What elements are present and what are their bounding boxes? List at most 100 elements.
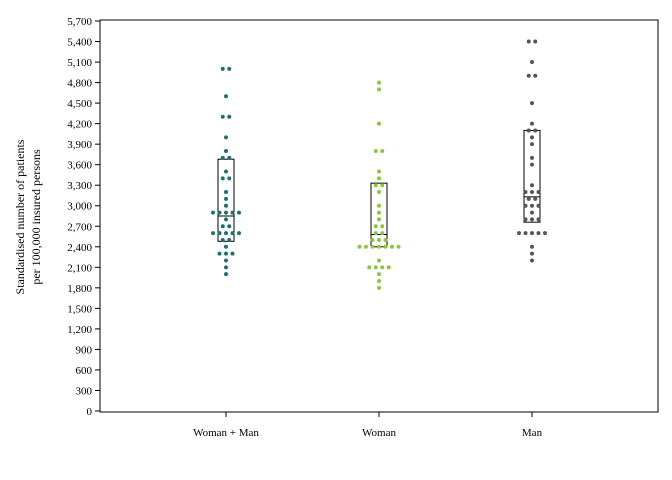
data-point <box>224 94 228 99</box>
data-point <box>530 244 534 249</box>
data-point <box>380 231 385 236</box>
data-point <box>217 231 222 236</box>
data-point <box>383 237 388 242</box>
x-category-label: Woman <box>362 427 396 439</box>
data-point <box>227 66 232 71</box>
iqr-box <box>523 129 541 223</box>
data-point <box>530 155 534 160</box>
data-point <box>224 135 228 140</box>
y-tick-label: 3,000 <box>67 201 92 213</box>
y-tick-label: 1,500 <box>67 303 92 315</box>
data-point <box>237 231 241 236</box>
y-tick-label: 5,100 <box>67 57 92 69</box>
data-point <box>377 87 381 92</box>
data-point <box>530 183 534 188</box>
data-point <box>523 231 528 236</box>
y-axis-title-line-2: per 100,000 insured persons <box>29 149 43 285</box>
y-tick-label: 600 <box>76 365 93 377</box>
y-axis-title-line-1: Standardised number of patients <box>13 139 27 294</box>
x-axis: Woman + Man Woman Man <box>193 412 543 439</box>
data-point <box>227 155 232 160</box>
data-point <box>530 142 534 147</box>
y-tick-label: 4,500 <box>67 98 92 110</box>
data-point <box>224 244 228 249</box>
data-point <box>377 217 381 222</box>
data-point <box>377 121 381 126</box>
data-point <box>224 272 228 277</box>
data-point <box>370 237 375 242</box>
data-point <box>377 203 381 208</box>
y-axis: 0 300 600 900 1,200 1,500 1,800 2,100 2,400 2,700… <box>67 16 100 418</box>
data-point <box>377 244 381 249</box>
data-point <box>364 244 368 249</box>
data-point <box>530 101 534 106</box>
data-point <box>220 224 225 229</box>
y-tick-label: 3,900 <box>67 139 92 151</box>
data-point <box>224 210 228 215</box>
x-category-label: Woman + Man <box>193 427 259 439</box>
data-point <box>217 251 222 256</box>
iqr-box <box>217 158 235 242</box>
data-point <box>220 176 225 181</box>
data-point <box>536 231 541 236</box>
data-point <box>526 73 531 78</box>
y-tick-label: 2,100 <box>67 262 92 274</box>
data-point <box>211 210 215 215</box>
data-point <box>533 73 538 78</box>
data-point <box>533 128 538 133</box>
x-category-label: Man <box>522 427 543 439</box>
data-point <box>224 190 228 195</box>
data-point <box>530 162 534 167</box>
data-point <box>377 176 381 181</box>
y-tick-label: 3,300 <box>67 180 92 192</box>
y-tick-label: 2,700 <box>67 221 92 233</box>
data-point <box>377 190 381 195</box>
data-point <box>377 272 381 277</box>
data-point <box>377 80 381 85</box>
data-point <box>390 244 394 249</box>
data-point <box>383 244 388 249</box>
data-point <box>224 217 228 222</box>
data-point <box>377 169 381 174</box>
data-point <box>530 231 534 236</box>
y-tick-label: 4,200 <box>67 119 92 131</box>
data-point <box>530 121 534 126</box>
data-point <box>377 279 381 283</box>
data-point <box>224 251 228 256</box>
data-point <box>220 114 225 119</box>
data-point <box>224 265 228 270</box>
data-point <box>224 231 228 236</box>
data-point <box>530 258 534 263</box>
data-point <box>523 190 528 195</box>
data-point <box>533 196 538 201</box>
data-point <box>396 244 401 249</box>
data-point <box>517 231 521 236</box>
data-point <box>224 258 228 263</box>
plot-frame <box>99 19 659 413</box>
data-point <box>530 60 534 65</box>
data-point <box>211 231 215 236</box>
data-point <box>543 231 547 236</box>
data-point <box>227 176 232 181</box>
data-point <box>530 190 534 195</box>
data-point <box>227 237 232 242</box>
data-point <box>220 155 225 160</box>
data-point <box>530 135 534 140</box>
data-point <box>530 217 534 222</box>
data-point <box>373 224 378 229</box>
data-point <box>377 258 381 263</box>
data-point <box>357 244 362 249</box>
data-point <box>377 237 381 242</box>
data-point <box>380 265 385 270</box>
data-point <box>224 149 228 153</box>
data-point <box>380 149 385 153</box>
y-tick-label: 1,800 <box>67 283 92 295</box>
data-point <box>217 210 222 215</box>
data-point <box>377 285 381 290</box>
y-tick-label: 2,400 <box>67 242 92 254</box>
data-point <box>230 251 235 256</box>
data-point <box>230 210 235 215</box>
data-point <box>224 169 228 174</box>
y-tick-label: 3,600 <box>67 160 92 172</box>
